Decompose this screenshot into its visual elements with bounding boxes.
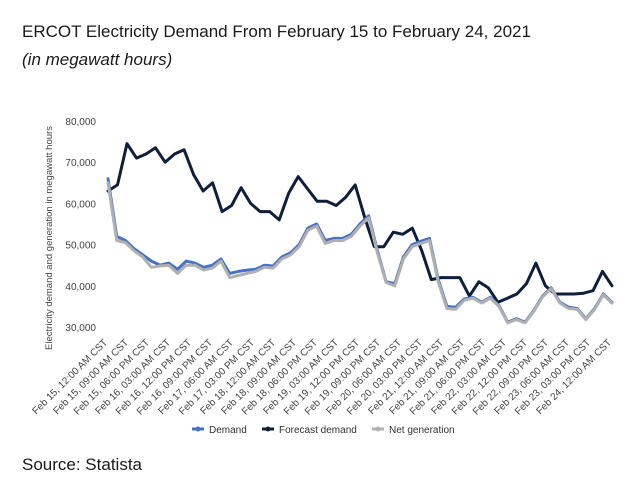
legend-label: Forecast demand (279, 425, 357, 436)
y-tick-label: 70,000 (65, 158, 96, 169)
chart-title: ERCOT Electricity Demand From February 1… (22, 22, 531, 41)
y-tick-label: 30,000 (65, 323, 96, 334)
y-tick-label: 60,000 (65, 199, 96, 210)
y-axis-label: Electricity demand and generation in meg… (44, 126, 55, 350)
legend: Demand Forecast demand Net generation (192, 425, 455, 436)
source-note: Source: Statista (22, 455, 143, 474)
series-lines (106, 142, 614, 325)
y-tick-label: 50,000 (65, 241, 96, 252)
series-line-net-generation (106, 181, 614, 325)
legend-item: Forecast demand (262, 425, 357, 436)
legend-item: Demand (192, 425, 247, 436)
y-tick-label: 80,000 (65, 117, 96, 128)
legend-label: Demand (209, 425, 247, 436)
series-line-forecast-demand (106, 142, 614, 304)
legend-marker (265, 426, 271, 432)
chart-subtitle: (in megawatt hours) (22, 50, 173, 69)
legend-item: Net generation (372, 425, 455, 436)
y-axis: 30,000 40,000 50,000 60,000 70,000 80,000 (65, 117, 96, 334)
y-tick-label: 40,000 (65, 282, 96, 293)
legend-marker (195, 426, 201, 432)
legend-label: Net generation (389, 425, 455, 436)
legend-marker (375, 426, 381, 432)
